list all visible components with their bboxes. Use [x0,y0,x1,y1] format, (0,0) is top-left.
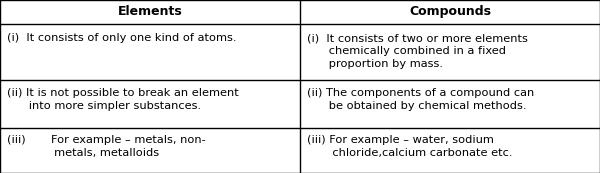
Text: Compounds: Compounds [409,5,491,19]
Text: (ii) It is not possible to break an element
      into more simpler substances.: (ii) It is not possible to break an elem… [7,88,239,111]
Text: (iii) For example – water, sodium
       chloride,calcium carbonate etc.: (iii) For example – water, sodium chlori… [307,135,513,158]
Text: (i)  It consists of two or more elements
      chemically combined in a fixed
  : (i) It consists of two or more elements … [307,33,528,69]
Text: (ii) The components of a compound can
      be obtained by chemical methods.: (ii) The components of a compound can be… [307,88,535,111]
Text: (i)  It consists of only one kind of atoms.: (i) It consists of only one kind of atom… [7,33,236,43]
Text: Elements: Elements [118,5,182,19]
Text: (iii)       For example – metals, non-
             metals, metalloids: (iii) For example – metals, non- metals,… [7,135,206,158]
